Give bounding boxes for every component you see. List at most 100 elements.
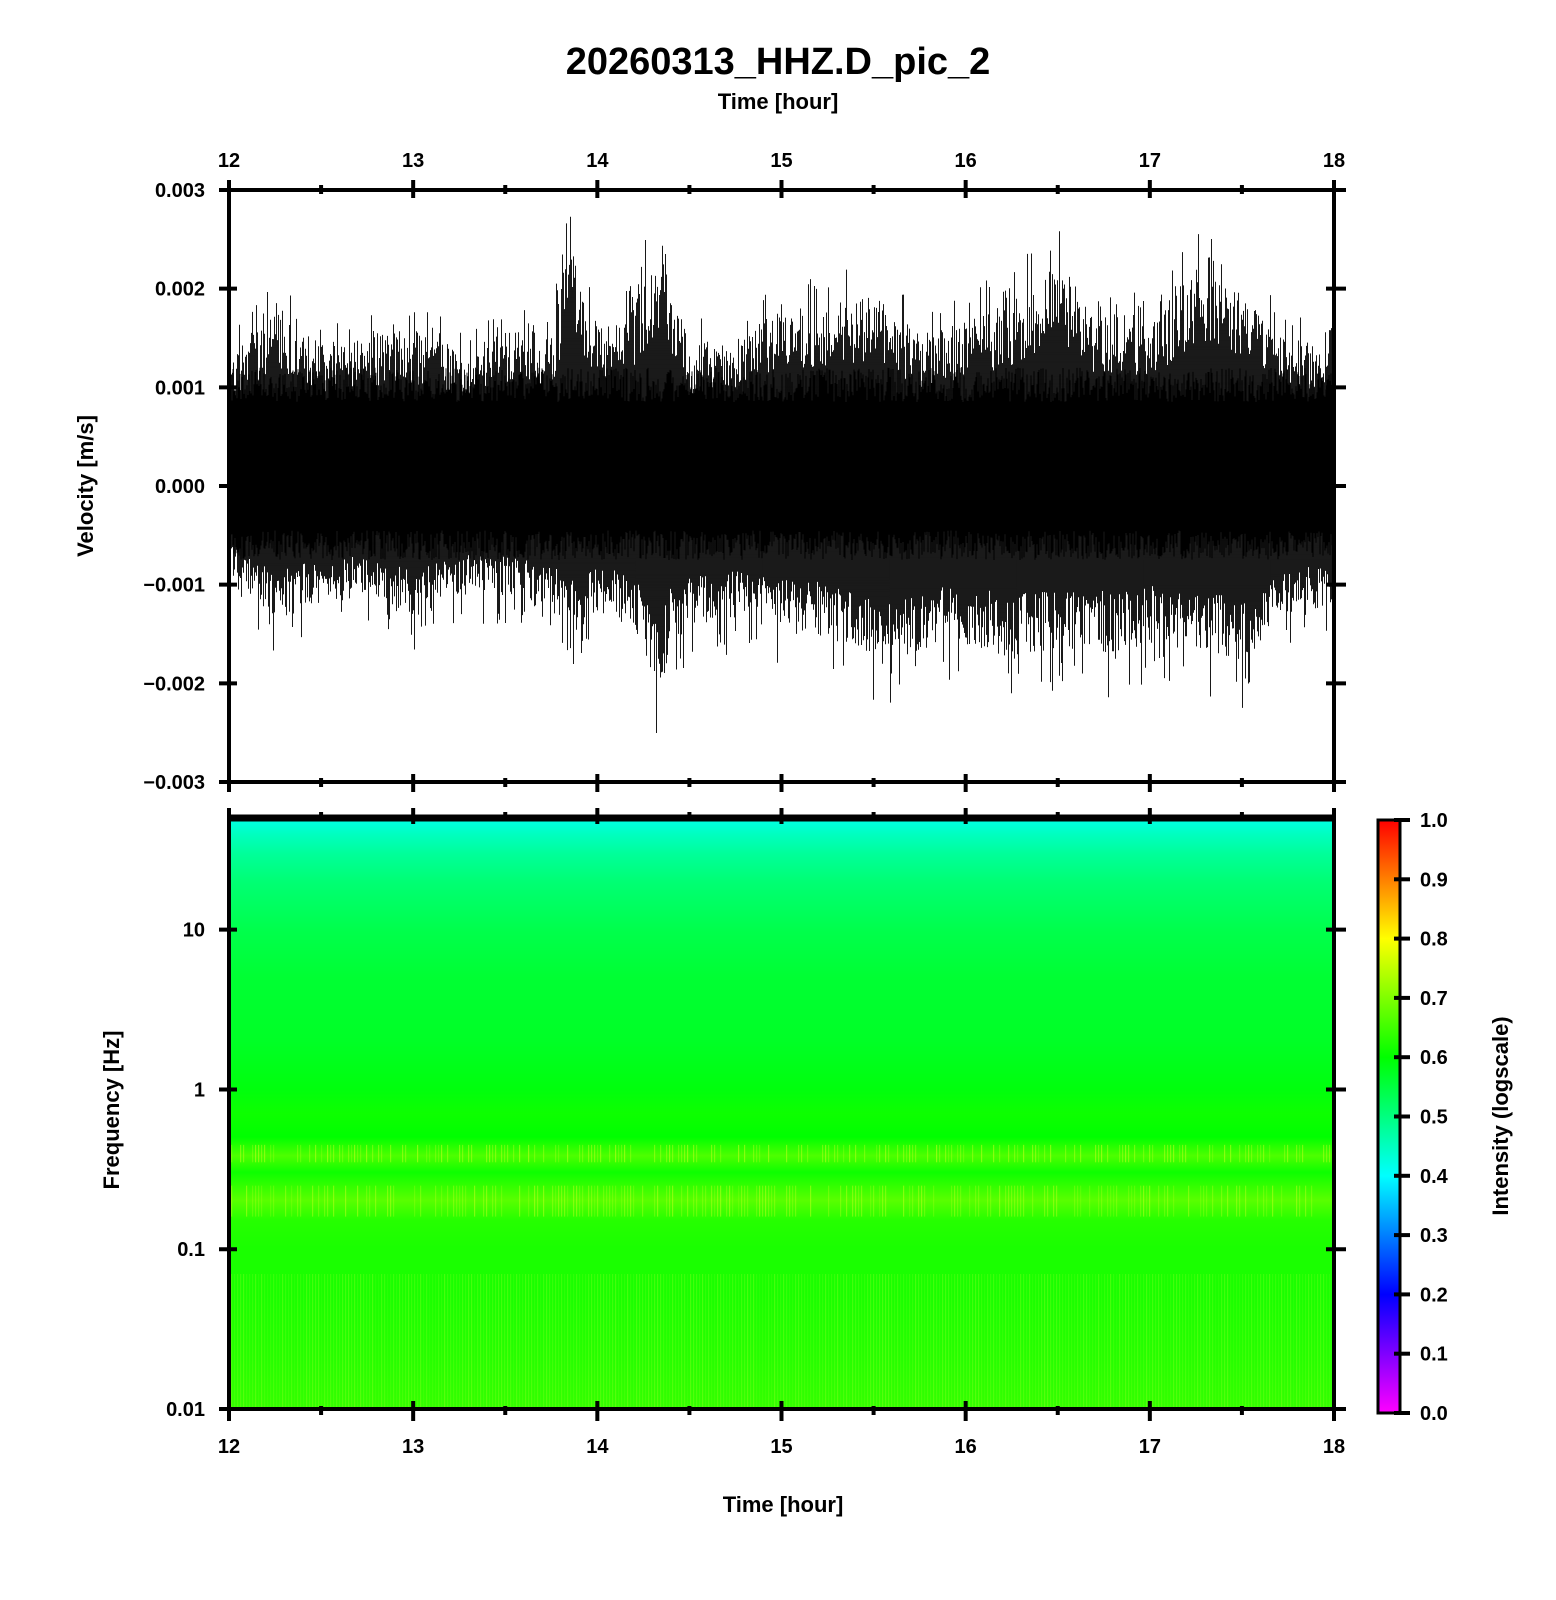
spectrogram-stripe xyxy=(615,1144,617,1163)
spectrogram-stripe xyxy=(492,1273,494,1407)
spectrogram-stripe xyxy=(738,1185,740,1217)
spectrogram-stripe xyxy=(762,1273,764,1407)
spectrogram-stripe xyxy=(588,1144,590,1163)
spectrogram-stripe xyxy=(1251,1273,1253,1407)
spectrogram-stripe xyxy=(1152,1144,1154,1163)
spectrogram-stripe xyxy=(579,1273,581,1407)
spectrogram-stripe xyxy=(828,1144,830,1163)
spectrogram-image xyxy=(230,819,1333,1407)
spectrogram-stripe xyxy=(243,1144,245,1163)
spectrogram-stripe xyxy=(858,1185,860,1217)
spectrogram-stripe xyxy=(285,1273,287,1407)
spectrogram-stripe xyxy=(312,1273,314,1407)
spectrogram-stripe xyxy=(354,1144,356,1163)
spectrogram-stripe xyxy=(729,1273,731,1407)
spectrogram-stripe xyxy=(546,1273,548,1407)
spectrogram-stripe xyxy=(660,1273,662,1407)
spectrogram-stripe xyxy=(714,1144,716,1163)
spectrogram-stripe xyxy=(1098,1144,1100,1163)
spectrogram-stripe xyxy=(666,1185,668,1217)
spectrogram-stripe xyxy=(717,1185,719,1217)
spectrogram-stripe xyxy=(723,1273,725,1407)
spectrogram-stripe xyxy=(501,1144,503,1163)
spectrogram-stripe xyxy=(483,1185,485,1217)
spectrogram-stripe xyxy=(1227,1185,1229,1217)
spectrogram-stripe xyxy=(1227,1273,1229,1407)
waveform-series-line xyxy=(228,216,1332,733)
spectrogram-stripe xyxy=(582,1144,584,1163)
spectrogram-stripe xyxy=(321,1144,323,1163)
spectrogram-stripe xyxy=(588,1185,590,1217)
spectrogram-stripe xyxy=(855,1185,857,1217)
spectrogram-stripe xyxy=(1287,1144,1289,1163)
colorbar-tick-label: 0.1 xyxy=(1420,1344,1448,1366)
spectrogram-stripe xyxy=(549,1273,551,1407)
spectrogram-stripe xyxy=(1020,1273,1022,1407)
spectrogram-stripe xyxy=(975,1185,977,1217)
spectrogram-stripe xyxy=(1047,1185,1049,1217)
spectrogram-stripe xyxy=(759,1185,761,1217)
spectrogram-stripe xyxy=(1089,1273,1091,1407)
spectrogram-stripe xyxy=(1263,1144,1265,1163)
spectrogram-stripe xyxy=(534,1273,536,1407)
spectrogram-stripe xyxy=(792,1185,794,1217)
spectrogram-stripe xyxy=(1245,1185,1247,1217)
spectrogram-stripe xyxy=(1110,1273,1112,1407)
spectrogram-stripe xyxy=(711,1273,713,1407)
spectrogram-stripe xyxy=(891,1273,893,1407)
spectrogram-stripe xyxy=(528,1273,530,1407)
spectrogram-stripe xyxy=(330,1273,332,1407)
spectrogram-texture xyxy=(231,1144,1334,1407)
spectrogram-stripe xyxy=(774,1185,776,1217)
spectrogram-stripe xyxy=(621,1144,623,1163)
top-x-tick-label: 13 xyxy=(402,150,424,172)
spectrogram-stripe xyxy=(1296,1273,1298,1407)
spectrogram-stripe xyxy=(684,1273,686,1407)
spectrogram-stripe xyxy=(393,1185,395,1217)
spectrogram-stripe xyxy=(1011,1185,1013,1217)
spectrogram-stripe xyxy=(909,1144,911,1163)
spectrogram-stripe xyxy=(756,1185,758,1217)
spectrogram-stripe xyxy=(681,1144,683,1163)
spectrogram-stripe xyxy=(1044,1273,1046,1407)
spectrogram-stripe xyxy=(903,1185,905,1217)
spectrogram-stripe xyxy=(618,1144,620,1163)
spectrogram-stripe xyxy=(1182,1144,1184,1163)
spectrogram-stripe xyxy=(924,1273,926,1407)
spectrogram-stripe xyxy=(795,1185,797,1217)
spectrogram-stripe xyxy=(381,1273,383,1407)
spectrogram-stripe xyxy=(1017,1185,1019,1217)
spectrogram-stripe xyxy=(903,1273,905,1407)
spectrogram-stripe xyxy=(669,1273,671,1407)
spectrogram-stripe xyxy=(924,1185,926,1217)
spectrogram-stripe xyxy=(744,1273,746,1407)
spectrogram-stripe xyxy=(564,1185,566,1217)
spectrogram-stripe xyxy=(951,1273,953,1407)
spectrogram-stripe xyxy=(1290,1273,1292,1407)
spectrogram-stripe xyxy=(354,1273,356,1407)
spectrogram-stripe xyxy=(540,1273,542,1407)
spectrogram-stripe xyxy=(273,1185,275,1217)
spectrogram-stripe xyxy=(669,1144,671,1163)
spectrogram-stripe xyxy=(1053,1273,1055,1407)
spectrogram-stripe xyxy=(258,1273,260,1407)
spectrogram-stripe xyxy=(561,1185,563,1217)
spectrogram-stripe xyxy=(1140,1273,1142,1407)
spectrogram-stripe xyxy=(396,1273,398,1407)
spectrogram-stripe xyxy=(876,1273,878,1407)
spectrogram-stripe xyxy=(594,1273,596,1407)
spectrogram-stripe xyxy=(921,1185,923,1217)
spectrogram-stripe xyxy=(357,1144,359,1163)
spectrogram-stripe xyxy=(1170,1273,1172,1407)
spectrogram-stripe xyxy=(543,1273,545,1407)
spectrogram-stripe xyxy=(615,1273,617,1407)
spectrogram-stripe xyxy=(579,1144,581,1163)
spectrogram-stripe xyxy=(1260,1273,1262,1407)
spectrogram-stripe xyxy=(996,1273,998,1407)
spectrogram-stripe xyxy=(378,1273,380,1407)
spectrogram-stripe xyxy=(624,1185,626,1217)
spectrogram-stripe xyxy=(591,1185,593,1217)
waveform-frame xyxy=(227,188,1336,784)
spectrogram-stripe xyxy=(1143,1144,1145,1163)
